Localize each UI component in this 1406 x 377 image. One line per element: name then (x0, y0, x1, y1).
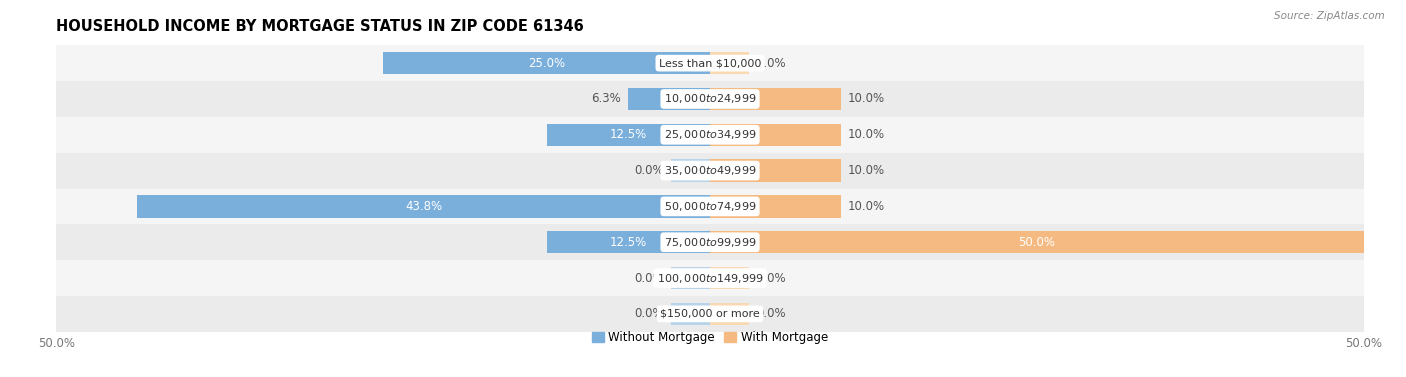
Bar (56, 153, 1364, 188)
Text: 10.0%: 10.0% (848, 128, 884, 141)
Text: 12.5%: 12.5% (610, 236, 647, 249)
Bar (56, 117, 1364, 153)
Bar (671, 159, 710, 182)
Text: 6.3%: 6.3% (592, 92, 621, 106)
Text: 0.0%: 0.0% (756, 271, 786, 285)
Text: $75,000 to $99,999: $75,000 to $99,999 (664, 236, 756, 249)
Bar (56, 45, 1364, 81)
Text: 10.0%: 10.0% (848, 92, 884, 106)
Legend: Without Mortgage, With Mortgage: Without Mortgage, With Mortgage (588, 326, 832, 349)
Text: $25,000 to $34,999: $25,000 to $34,999 (664, 128, 756, 141)
Bar (710, 159, 841, 182)
Text: $50,000 to $74,999: $50,000 to $74,999 (664, 200, 756, 213)
Bar (547, 231, 710, 253)
Text: 0.0%: 0.0% (756, 307, 786, 320)
Bar (710, 231, 1364, 253)
Bar (56, 188, 1364, 224)
Text: 12.5%: 12.5% (610, 128, 647, 141)
Bar (710, 195, 841, 218)
Bar (56, 224, 1364, 260)
Text: $100,000 to $149,999: $100,000 to $149,999 (657, 271, 763, 285)
Bar (138, 195, 710, 218)
Bar (56, 260, 1364, 296)
Text: HOUSEHOLD INCOME BY MORTGAGE STATUS IN ZIP CODE 61346: HOUSEHOLD INCOME BY MORTGAGE STATUS IN Z… (56, 19, 583, 34)
Text: 0.0%: 0.0% (634, 307, 664, 320)
Bar (671, 303, 710, 325)
Bar (547, 124, 710, 146)
Text: $10,000 to $24,999: $10,000 to $24,999 (664, 92, 756, 106)
Bar (710, 52, 749, 74)
Text: $150,000 or more: $150,000 or more (661, 309, 759, 319)
Bar (710, 124, 841, 146)
Text: 10.0%: 10.0% (848, 164, 884, 177)
Text: Source: ZipAtlas.com: Source: ZipAtlas.com (1274, 11, 1385, 21)
Bar (627, 88, 710, 110)
Bar (56, 81, 1364, 117)
Text: $35,000 to $49,999: $35,000 to $49,999 (664, 164, 756, 177)
Text: 50.0%: 50.0% (1018, 236, 1056, 249)
Bar (56, 296, 1364, 332)
Text: 0.0%: 0.0% (756, 57, 786, 70)
Text: 43.8%: 43.8% (405, 200, 443, 213)
Text: 0.0%: 0.0% (634, 164, 664, 177)
Bar (710, 267, 749, 289)
Bar (710, 88, 841, 110)
Bar (382, 52, 710, 74)
Text: Less than $10,000: Less than $10,000 (659, 58, 761, 68)
Text: 0.0%: 0.0% (634, 271, 664, 285)
Bar (671, 267, 710, 289)
Text: 25.0%: 25.0% (529, 57, 565, 70)
Text: 10.0%: 10.0% (848, 200, 884, 213)
Bar (710, 303, 749, 325)
